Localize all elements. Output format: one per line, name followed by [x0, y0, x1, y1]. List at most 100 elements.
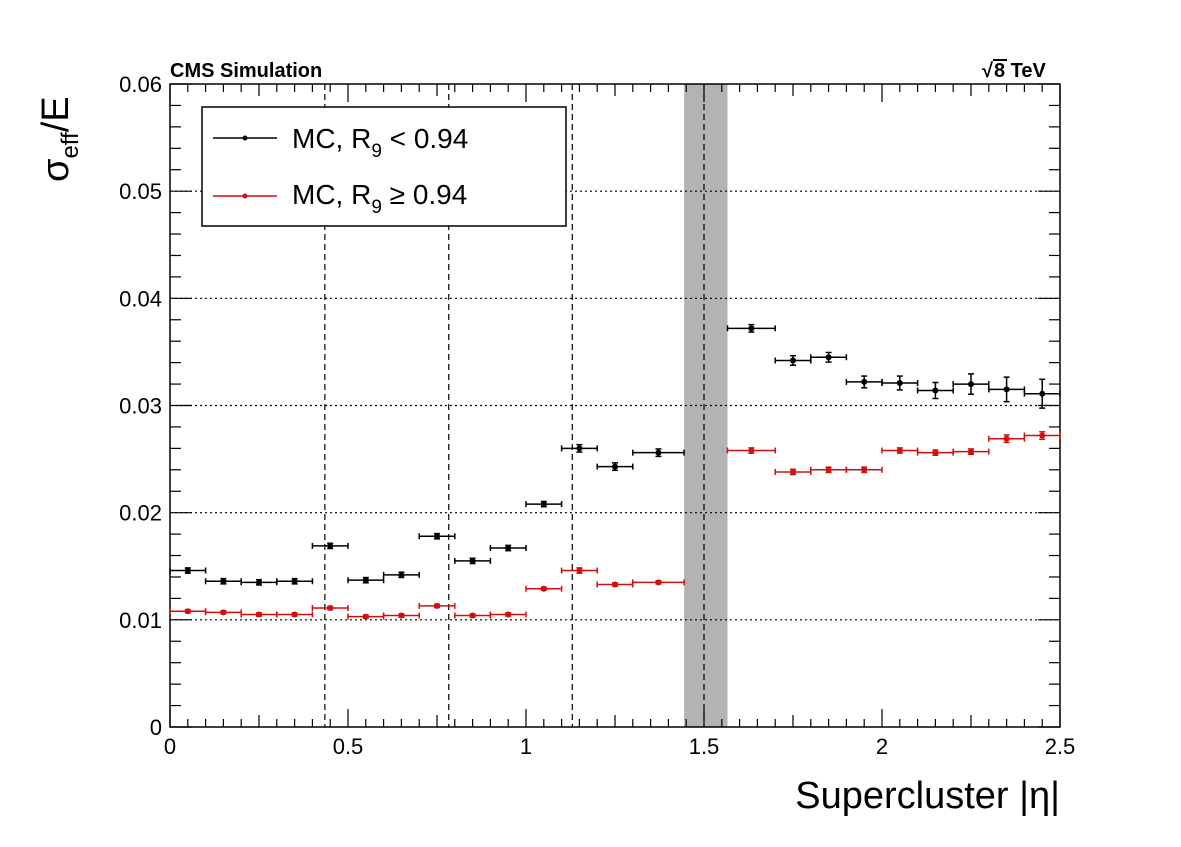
y-tick-label: 0.01: [119, 608, 162, 633]
data-marker: [861, 466, 868, 473]
data-point: [311, 605, 349, 612]
data-marker: [968, 448, 974, 455]
data-marker: [748, 447, 755, 454]
data-marker: [612, 581, 618, 588]
x-tick-label: 1.5: [689, 734, 720, 759]
data-marker: [932, 387, 939, 394]
data-marker: [362, 577, 369, 584]
series-0: [169, 323, 1061, 586]
data-point: [418, 602, 456, 609]
data-point: [311, 542, 349, 550]
data-point: [810, 351, 848, 363]
data-marker: [291, 611, 298, 618]
gridlines: [170, 190, 1060, 621]
data-point: [560, 567, 598, 574]
data-point: [418, 532, 456, 540]
y-tick-label: 0.04: [119, 286, 162, 311]
series-1: [169, 431, 1061, 620]
data-point: [1023, 431, 1061, 440]
data-marker: [790, 357, 796, 364]
data-marker: [505, 545, 512, 552]
data-point: [382, 612, 420, 619]
data-marker: [896, 447, 903, 454]
data-point: [845, 466, 883, 474]
data-point: [596, 581, 634, 588]
data-point: [952, 373, 990, 395]
data-point: [382, 571, 420, 579]
data-marker: [1003, 435, 1010, 442]
data-series: [169, 323, 1061, 620]
data-marker: [540, 501, 547, 508]
data-point: [726, 447, 776, 454]
data-point: [881, 375, 919, 391]
data-point: [916, 449, 954, 457]
data-marker: [398, 571, 405, 578]
data-point: [726, 323, 776, 333]
y-axis-title: σeff/E: [35, 96, 84, 182]
energy-label: √ 8 TeV: [982, 59, 1047, 82]
data-marker: [184, 567, 191, 574]
data-marker: [861, 378, 868, 385]
x-axis-title: Supercluster |η|: [795, 775, 1060, 817]
data-marker: [220, 578, 227, 585]
legend-label-0: MC, R9 < 0.94: [292, 123, 468, 162]
data-marker: [434, 602, 440, 609]
data-marker: [469, 612, 476, 619]
energy-value: 8 TeV: [994, 60, 1047, 82]
region-boundaries: [324, 84, 705, 727]
data-point: [525, 500, 563, 508]
legend-marker-1: [242, 193, 248, 199]
x-tick-label: 2.5: [1045, 734, 1076, 759]
data-point: [169, 567, 207, 574]
data-point: [881, 447, 919, 454]
data-point: [204, 609, 242, 616]
x-tick-label: 2: [876, 734, 888, 759]
data-point: [774, 354, 812, 367]
data-point: [988, 376, 1026, 403]
data-marker: [825, 466, 832, 473]
y-tick-label: 0.03: [119, 394, 162, 419]
data-point: [525, 585, 563, 592]
x-tick-label: 0: [164, 734, 176, 759]
data-marker: [362, 613, 369, 620]
data-marker: [576, 567, 583, 574]
data-marker: [256, 579, 262, 586]
sqrt-symbol: √: [982, 60, 994, 82]
legend-label-1: MC, R9 ≥ 0.94: [292, 179, 467, 218]
data-marker: [825, 354, 832, 361]
axes: 0 0.5 1 1.5 2 2.5 0 0.01 0.02 0.03 0.04 0.05 0.06: [119, 72, 1075, 759]
data-point: [952, 448, 990, 455]
data-point: [596, 462, 634, 472]
data-marker: [896, 379, 903, 386]
data-marker: [469, 557, 476, 564]
data-marker: [655, 579, 662, 586]
data-point: [276, 611, 314, 618]
data-point: [632, 579, 685, 586]
data-point: [489, 611, 527, 618]
data-marker: [968, 381, 974, 388]
data-marker: [612, 463, 618, 470]
data-marker: [220, 609, 227, 616]
y-tick-label: 0: [150, 715, 162, 740]
legend-box: [201, 106, 567, 227]
data-point: [560, 443, 598, 453]
data-marker: [256, 611, 262, 618]
data-marker: [398, 612, 405, 619]
data-point: [845, 375, 883, 389]
legend: MC, R9 < 0.94 MC, R9 ≥ 0.94: [201, 106, 567, 227]
data-point: [1023, 378, 1061, 409]
data-point: [454, 557, 492, 565]
y-tick-label: 0.05: [119, 179, 162, 204]
data-marker: [932, 449, 939, 456]
data-marker: [1039, 390, 1046, 397]
y-tick-label: 0.02: [119, 501, 162, 526]
data-marker: [327, 605, 334, 612]
data-marker: [291, 578, 298, 585]
legend-marker-0: [242, 135, 248, 141]
data-marker: [540, 585, 547, 592]
data-marker: [505, 611, 512, 618]
data-marker: [576, 445, 583, 452]
data-point: [489, 544, 527, 552]
data-marker: [790, 468, 796, 475]
